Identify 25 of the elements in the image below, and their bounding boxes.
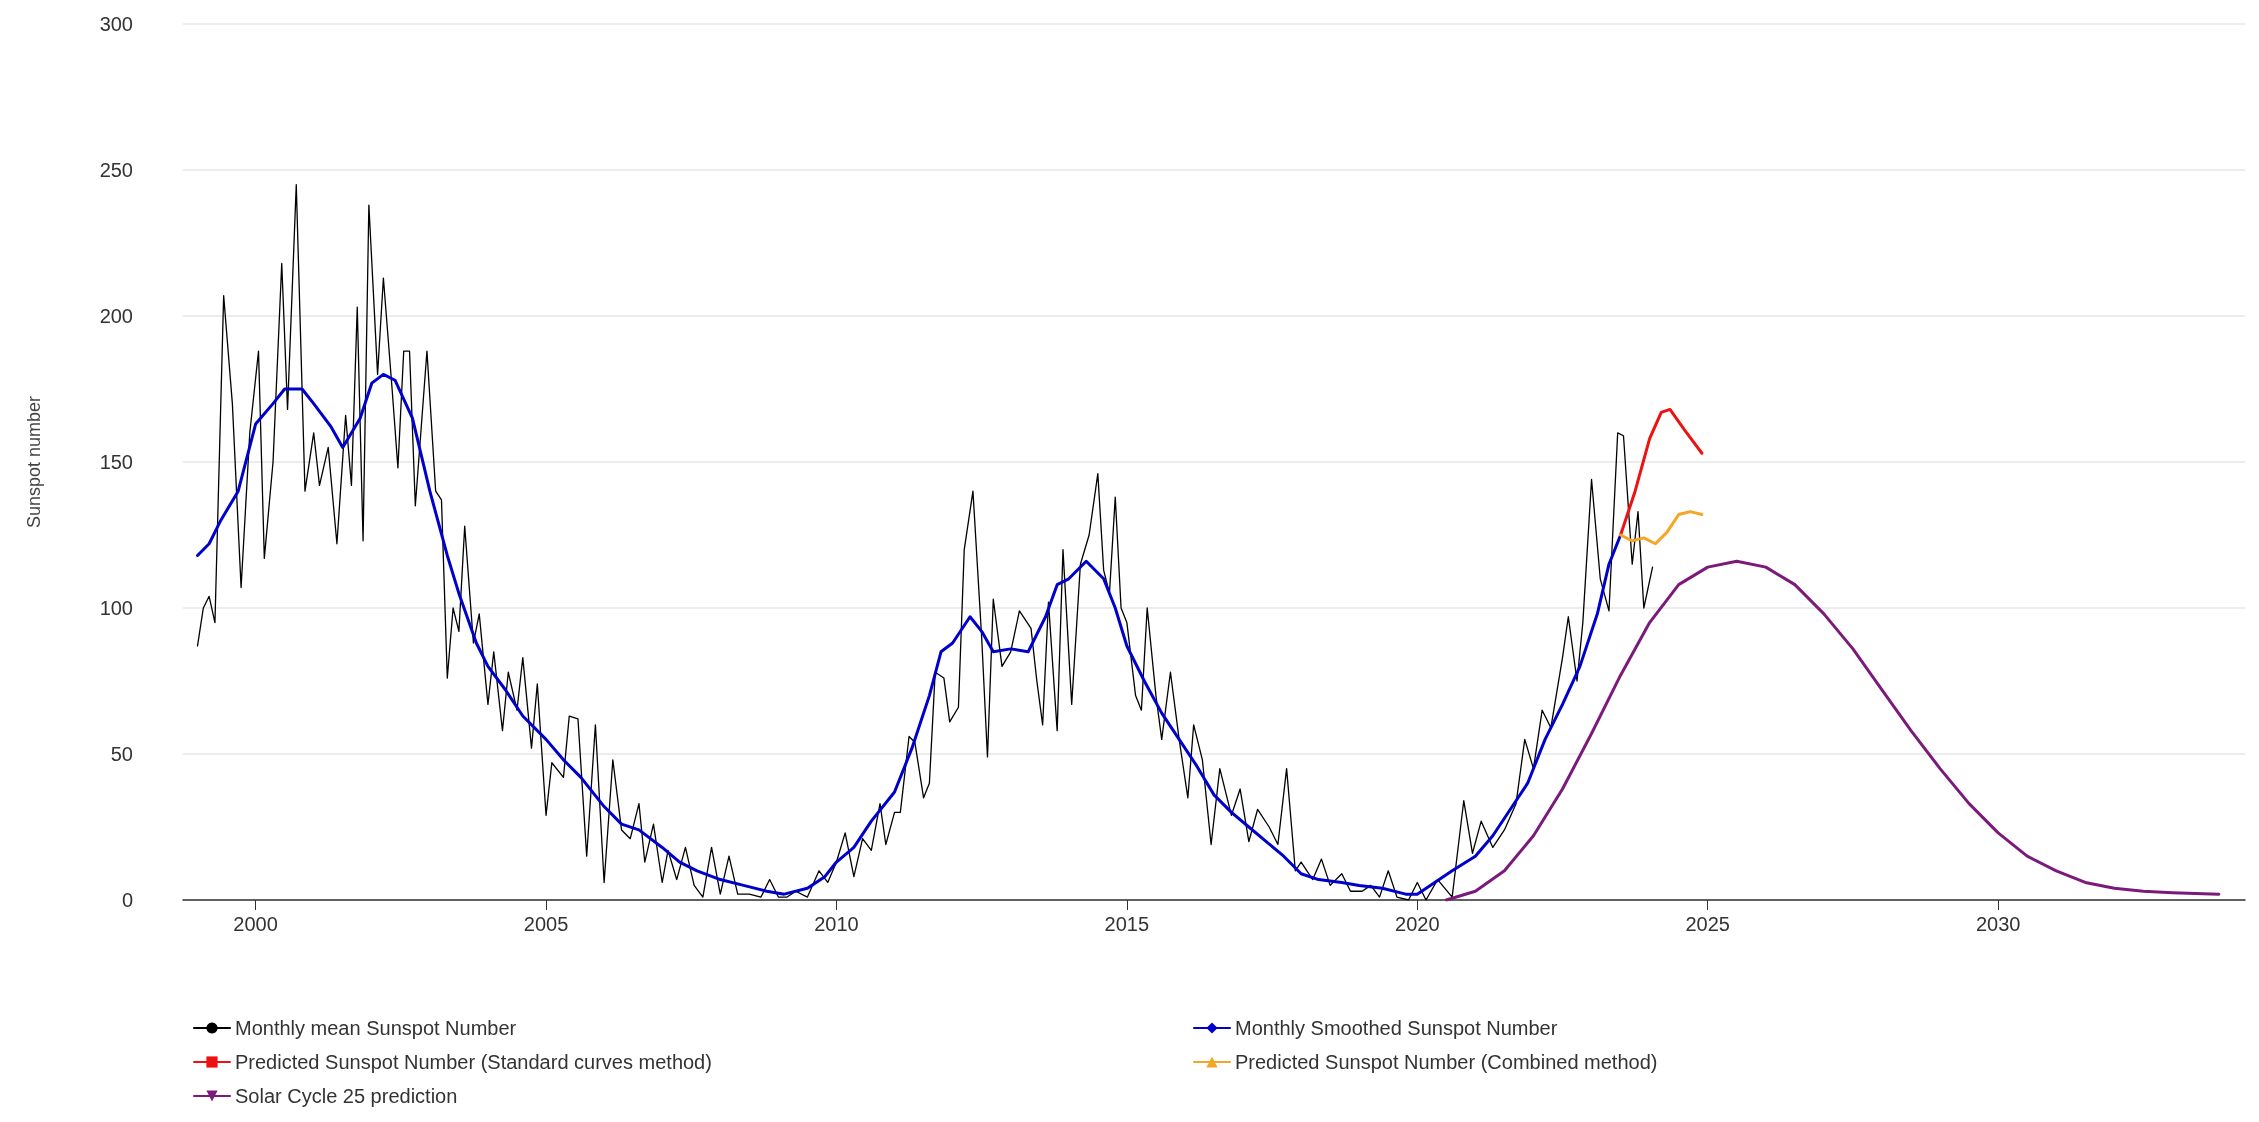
x-tick-label: 2005: [523, 913, 569, 935]
x-tick-label: 2025: [1685, 913, 1730, 935]
y-tick-label: 150: [99, 451, 133, 473]
y-tick-label: 50: [110, 743, 133, 765]
y-tick-label: 300: [99, 13, 133, 35]
legend-label: Monthly Smoothed Sunspot Number: [1235, 1017, 1558, 1039]
y-axis-title: Sunspot number: [24, 395, 44, 529]
y-tick-label: 200: [99, 305, 133, 327]
legend-label: Solar Cycle 25 prediction: [235, 1085, 458, 1107]
x-tick-label: 2030: [1975, 913, 2021, 935]
x-tick-label: 2020: [1395, 913, 1440, 935]
x-tick-label: 2000: [233, 913, 278, 935]
line-series: [1444, 559, 2221, 902]
legend-label: Predicted Sunspot Number (Combined method): [1235, 1051, 1658, 1073]
legend-label: Predicted Sunspot Number (Standard curves method): [235, 1051, 712, 1073]
y-tick-label: 0: [121, 889, 133, 911]
line-series: [1619, 407, 1704, 537]
line-series: [1619, 510, 1704, 546]
x-tick-label: 2015: [1104, 913, 1150, 935]
y-tick-label: 100: [99, 597, 133, 619]
line-series: [196, 183, 1654, 901]
y-tick-label: 250: [99, 159, 133, 181]
legend-label: Monthly mean Sunspot Number: [235, 1017, 517, 1039]
line-series: [196, 372, 1623, 896]
x-tick-label: 2010: [814, 913, 859, 935]
